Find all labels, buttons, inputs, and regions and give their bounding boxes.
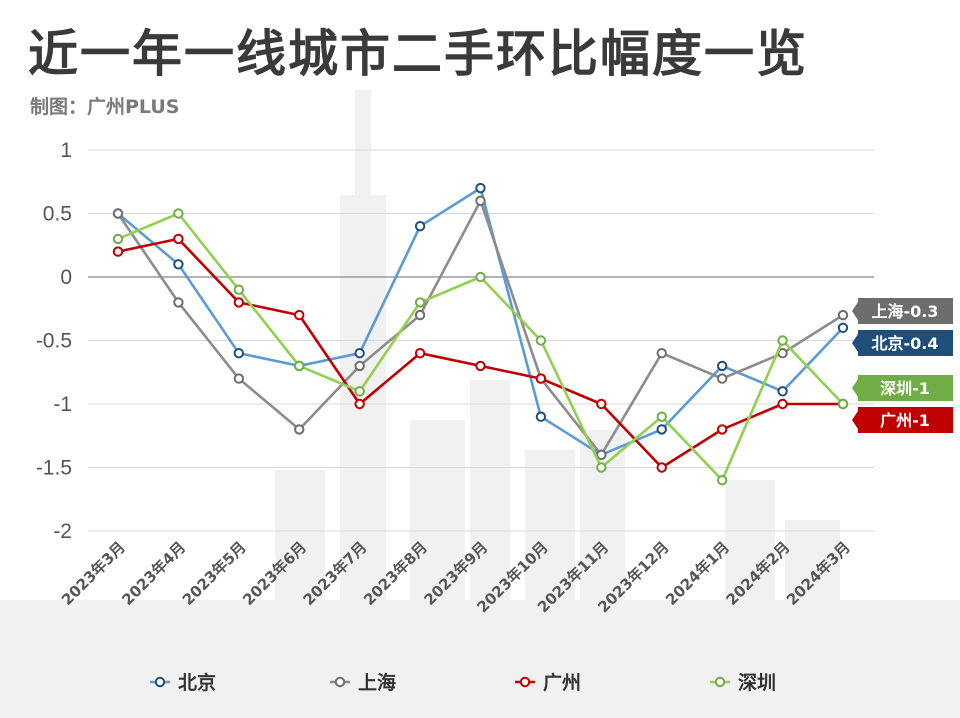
data-point <box>716 373 728 384</box>
end-label-tag: 深圳-1 <box>852 375 953 401</box>
data-point <box>354 360 365 372</box>
data-point <box>596 462 607 473</box>
data-point <box>173 233 184 245</box>
data-point <box>777 386 788 397</box>
end-label-text: 深圳-1 <box>880 379 930 398</box>
end-label-tag: 上海-0.3 <box>852 298 953 324</box>
data-point <box>233 297 245 308</box>
legend-swatch-marker <box>714 676 726 688</box>
y-tick-label: 0 <box>60 266 72 289</box>
data-point <box>173 208 184 219</box>
data-point <box>294 309 305 321</box>
x-tick-label: 2024年1月 <box>662 538 733 609</box>
data-point <box>475 271 486 283</box>
end-label-box <box>852 298 953 324</box>
chart-subtitle: 制图：广州PLUS <box>30 96 180 118</box>
data-point <box>414 297 426 308</box>
end-label-box <box>852 330 953 356</box>
data-point <box>354 398 365 410</box>
data-point <box>535 373 547 384</box>
data-point <box>233 284 245 295</box>
data-point <box>837 398 849 410</box>
end-label-text: 上海-0.3 <box>872 302 939 321</box>
data-point <box>656 424 667 435</box>
data-point <box>354 348 365 359</box>
legend-label: 广州 <box>543 671 581 694</box>
data-point <box>414 221 426 232</box>
end-label-text: 北京-0.4 <box>872 334 939 353</box>
legend-label: 深圳 <box>738 671 776 694</box>
data-point <box>173 259 184 270</box>
data-point <box>535 335 547 346</box>
y-tick-label: -1.5 <box>36 457 72 480</box>
data-point <box>837 309 849 321</box>
series-layer <box>112 182 849 486</box>
data-point <box>354 386 365 397</box>
y-axis: 1 0.5 0 -0.5 -1 -1.5 -2 <box>36 139 72 543</box>
data-point <box>112 208 124 219</box>
legend-item: 深圳 <box>710 671 776 694</box>
series-3 <box>112 208 849 486</box>
legend-label: 北京 <box>178 671 216 694</box>
end-label-box <box>852 375 953 401</box>
data-point <box>233 348 245 359</box>
x-tick-label: 2023年3月 <box>58 538 129 609</box>
end-label-tag: 北京-0.4 <box>852 330 953 356</box>
data-point <box>596 398 607 410</box>
legend-item: 上海 <box>330 671 396 694</box>
x-tick-label: 2023年5月 <box>179 538 250 609</box>
data-point <box>716 360 728 372</box>
data-point <box>837 322 849 333</box>
series-2 <box>112 233 849 473</box>
data-point <box>475 182 486 194</box>
data-point <box>475 195 486 207</box>
end-label-text: 广州-1 <box>880 411 930 430</box>
data-point <box>777 398 788 410</box>
y-tick-label: -1 <box>53 393 72 416</box>
skyline-background <box>0 90 960 718</box>
y-tick-label: -0.5 <box>36 330 72 353</box>
end-labels: 上海-0.3 北京-0.4 深圳-1 广州-1 <box>852 298 953 433</box>
legend-swatch-marker <box>519 676 531 688</box>
legend-item: 北京 <box>150 671 216 694</box>
data-point <box>716 475 728 486</box>
data-point <box>233 373 245 384</box>
end-label-tag: 广州-1 <box>852 407 953 433</box>
data-point <box>656 348 667 359</box>
legend-swatch-marker <box>334 676 346 688</box>
legend-item: 广州 <box>515 671 581 694</box>
x-tick-label: 2023年4月 <box>118 538 189 609</box>
data-point <box>112 233 124 245</box>
y-tick-label: -2 <box>53 520 72 543</box>
grid-lines <box>88 149 874 532</box>
end-label-box <box>852 407 953 433</box>
data-point <box>414 348 426 359</box>
data-point <box>596 449 607 460</box>
y-tick-label: 1 <box>60 139 72 162</box>
data-point <box>475 360 486 372</box>
data-point <box>112 246 124 257</box>
legend: 北京 上海 广州 深圳 <box>150 671 776 694</box>
chart-title: 近一年一线城市二手环比幅度一览 <box>28 25 808 83</box>
data-point <box>294 360 305 372</box>
data-point <box>716 424 728 435</box>
data-point <box>294 424 305 435</box>
y-tick-label: 0.5 <box>43 203 72 226</box>
legend-label: 上海 <box>358 671 396 694</box>
legend-swatch-marker <box>154 676 166 688</box>
data-point <box>414 309 426 321</box>
data-point <box>535 411 547 422</box>
data-point <box>777 335 788 346</box>
data-point <box>173 297 184 308</box>
data-point <box>656 411 667 422</box>
data-point <box>656 462 667 473</box>
